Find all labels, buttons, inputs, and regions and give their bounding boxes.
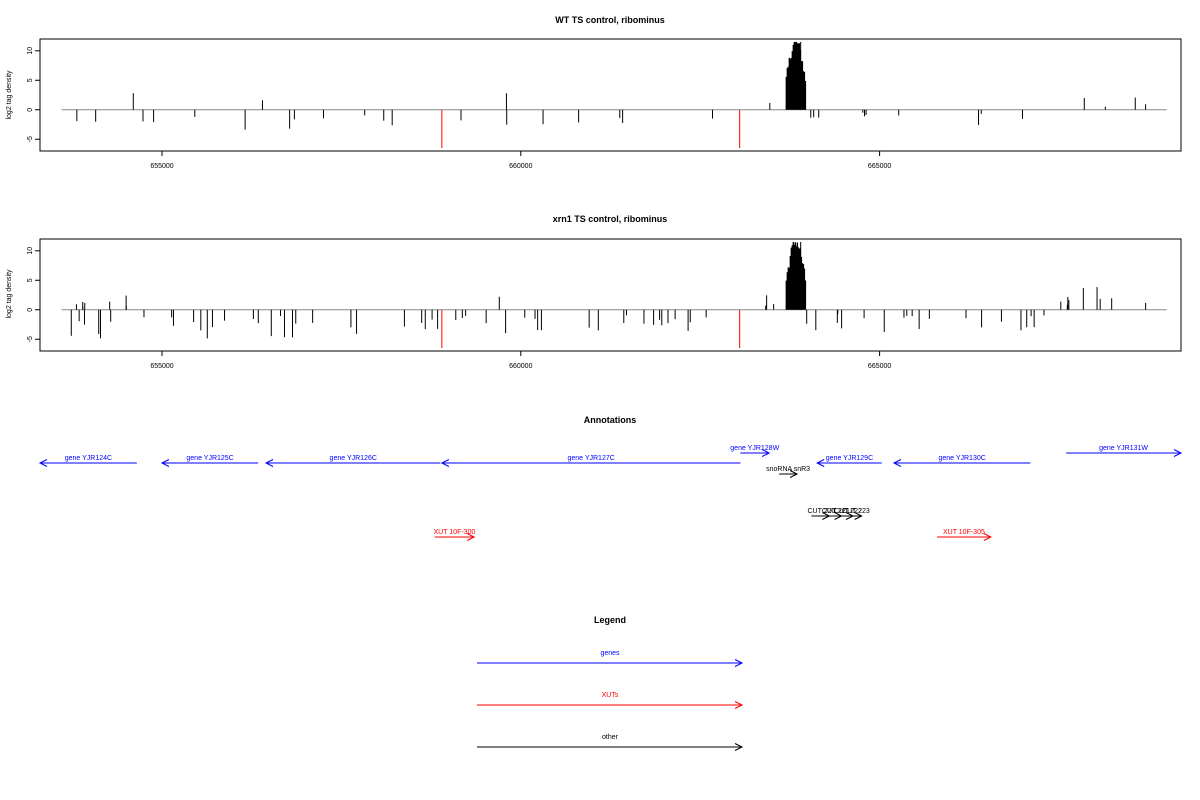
x-tick-label: 655000 [150,163,173,170]
feature-label: gene YJR127C [567,455,614,462]
legend-items: genes XUTs other [477,650,744,751]
y-tick-label: 0 [27,308,34,312]
legend-arrowhead [734,659,744,667]
legend-arrowhead [734,701,744,709]
track-panel-wt: WT TS control, ribominus log2 tag densit… [6,15,1182,170]
feature-label: gene YJR129C [826,455,873,462]
track-title-xrn1: xrn1 TS control, ribominus [553,214,668,224]
feature-arrowhead [854,512,863,520]
coverage-bars-xrn1 [61,241,1167,349]
feature-arrowhead [892,459,902,467]
legend-label: genes [600,650,620,657]
feature-label: CUT 222 [834,508,862,515]
feature-arrowhead [38,459,48,467]
feature-arrowhead [1173,449,1183,457]
feature-label: XUT 10F-300 [433,529,475,536]
plot-frame-wt [39,38,1182,152]
track-panel-xrn1: xrn1 TS control, ribominus log2 tag dens… [6,214,1182,370]
legend-title: Legend [594,615,626,625]
y-tick-label: 5 [27,78,34,82]
feature-label: snoRNA snR3 [766,466,810,473]
legend-label: XUTs [602,692,619,699]
feature-label: gene YJR124C [65,455,112,462]
feature-label: CUT 220 [807,508,835,515]
axes-wt: -5 0 5 10 655000 660000 665000 [27,47,891,170]
y-tick-label: -5 [27,336,34,342]
x-tick-label: 665000 [868,163,891,170]
feature-label: gene YJR128W [730,445,779,452]
y-tick-label: 10 [27,247,34,255]
feature-arrowhead [264,459,274,467]
feature-label: XUT 10F-305 [943,529,985,536]
y-tick-label: 0 [27,108,34,112]
annotation-features: gene YJR124C gene YJR125C gene YJR126C gene… [38,445,1183,541]
x-tick-label: 665000 [868,363,891,370]
coverage-bars-wt [61,41,1167,149]
feature-label: CUT 221 [822,508,850,515]
feature-arrowhead [983,533,992,541]
legend-arrowhead [734,743,744,751]
y-tick-label: 5 [27,278,34,282]
feature-label: gene YJR125C [186,455,233,462]
y-tick-label: 10 [27,47,34,55]
feature-arrowhead [466,533,476,541]
y-tick-label: -5 [27,136,34,142]
x-tick-label: 655000 [150,363,173,370]
feature-label: gene YJR126C [330,455,377,462]
y-axis-label-wt: log2 tag density [6,70,13,120]
feature-arrowhead [761,449,771,457]
plot-frame-xrn1 [39,238,1182,352]
feature-arrowhead [160,459,170,467]
x-tick-label: 660000 [509,163,532,170]
track-title-wt: WT TS control, ribominus [555,15,665,25]
feature-label: gene YJR130C [938,455,985,462]
annotations-panel: Annotations gene YJR124C gene YJR125C gene… [38,415,1183,541]
feature-arrowhead [789,470,799,478]
feature-arrowhead [440,459,450,467]
feature-label: gene YJR131W [1099,445,1148,452]
axes-xrn1: -5 0 5 10 655000 660000 665000 [27,247,891,370]
feature-arrowhead [816,459,825,467]
x-tick-label: 660000 [509,363,532,370]
annotations-title: Annotations [584,415,637,425]
legend-panel: Legend genes XUTs other [477,615,744,751]
legend-label: other [602,734,619,741]
y-axis-label-xrn1: log2 tag density [6,269,13,319]
feature-label: CUT 223 [842,508,870,515]
